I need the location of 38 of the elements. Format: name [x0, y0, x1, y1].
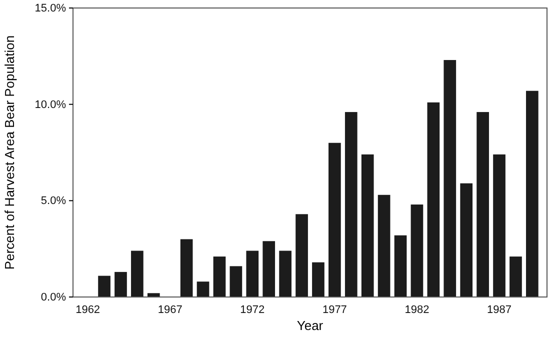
y-axis-title: Percent of Harvest Area Bear Population	[2, 35, 17, 270]
bar	[444, 60, 456, 297]
bar	[98, 276, 110, 297]
bar	[312, 262, 324, 297]
bar	[378, 194, 390, 297]
bar	[410, 204, 424, 297]
bar	[131, 250, 144, 297]
bar	[230, 266, 242, 297]
bar	[147, 293, 160, 297]
bar	[328, 142, 341, 297]
bar	[196, 282, 210, 297]
bar	[246, 250, 259, 297]
bar	[279, 250, 292, 297]
bar	[262, 241, 276, 297]
x-tick-label: 1987	[487, 304, 512, 316]
x-tick-label: 1967	[158, 304, 182, 316]
y-tick-label: 5.0%	[40, 195, 66, 208]
bar	[493, 154, 506, 297]
bar	[213, 256, 226, 297]
y-tick-label: 10.0%	[34, 98, 66, 111]
x-axis-title: Year	[296, 318, 324, 333]
x-tick-label: 1977	[322, 304, 347, 316]
bar	[526, 90, 538, 297]
y-tick-label: 0.0%	[40, 292, 66, 304]
bar	[180, 239, 193, 297]
bar	[476, 112, 489, 297]
x-tick-label: 1962	[76, 304, 100, 316]
bar	[460, 183, 473, 297]
bar	[296, 214, 308, 297]
bar	[427, 102, 440, 297]
y-tick-label: 15.0%	[34, 2, 66, 15]
x-tick-label: 1982	[404, 304, 430, 316]
x-tick-label: 1972	[240, 304, 265, 316]
bar	[344, 112, 358, 297]
bar	[510, 256, 522, 297]
bar	[361, 154, 374, 297]
bar	[394, 235, 407, 297]
bar	[114, 272, 127, 297]
